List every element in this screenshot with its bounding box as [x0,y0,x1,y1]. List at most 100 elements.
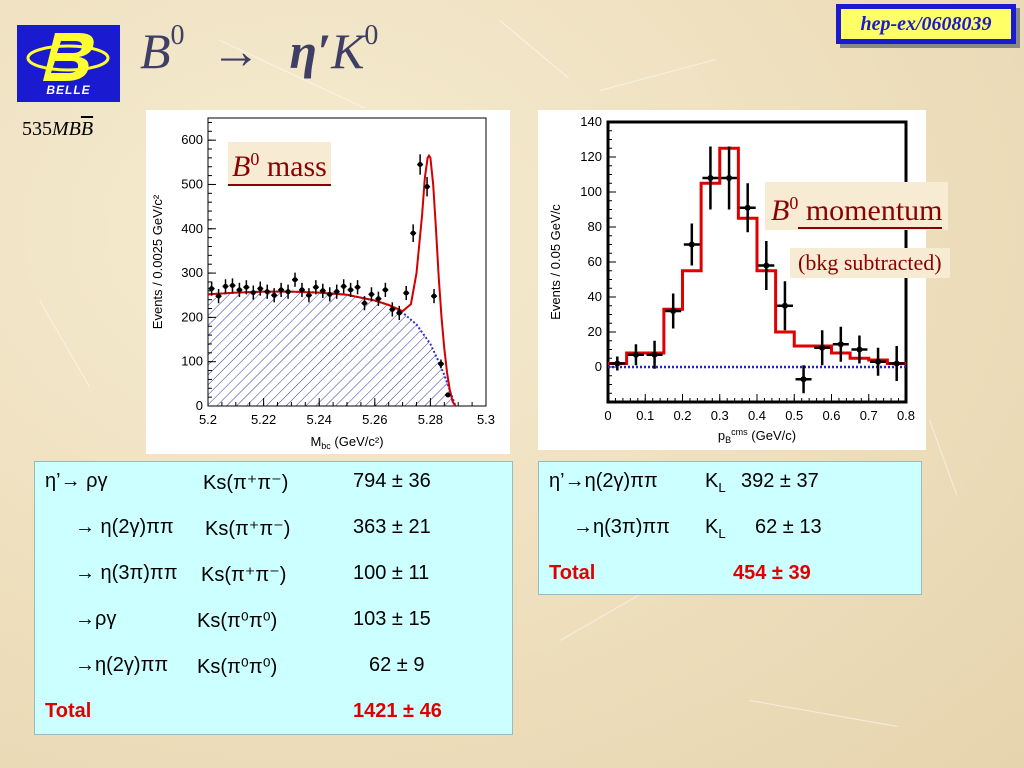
data-point [229,282,235,288]
title-b-sup: 0 [170,20,185,51]
momentum-plot-panel: 0 0.1 0.2 0.3 0.4 0.5 0.6 0.7 0.8 0 20 40 60 80 100 120… [538,110,926,450]
reference-badge: hep-ex/0608039 [836,4,1016,44]
ks-cell: Ks(π⁰π⁰) [197,656,278,678]
kl-sub: L [718,480,726,495]
ks-cell: Ks(π⁰π⁰) [197,610,278,632]
logo-text: BELLE [46,83,91,97]
y-tick-label: 600 [181,132,203,147]
y-tick-label: 140 [580,114,602,129]
mode-cell: → η(3π)ππ [75,562,178,584]
data-point [299,287,305,293]
total-fit-line [207,153,457,407]
luminosity-mb: MB [52,118,81,140]
luminosity-number: 535 [22,118,52,140]
data-point [726,175,733,181]
mode-cell: η’→ ργ [45,470,108,492]
data-point [320,288,326,294]
mode-cell: →η(2γ)ππ [75,654,169,676]
data-point [327,291,333,297]
background-hatch-area [208,291,456,406]
data-point [445,392,451,398]
data-point [438,361,444,367]
y-tick-label: 400 [181,221,203,236]
momentum-label: B0 momentum [765,182,949,230]
data-point [264,289,270,295]
table-row: → η(2γ)ππ Ks(π⁺π⁻) 363 ± 21 [35,516,512,548]
data-point [257,286,263,292]
data-point [800,376,807,383]
title-arrow: → [211,23,262,79]
x-tick-label: 0.7 [860,408,878,423]
luminosity-label: 535MBB [22,118,93,141]
data-point [313,284,319,290]
yield-table-left: η’→ ργ Ks(π⁺π⁻) 794 ± 36 → η(2γ)ππ Ks(π⁺… [34,461,513,735]
ks-cell: Ks(π⁺π⁻) [203,472,289,494]
y-tick-label: 100 [181,354,203,369]
momentum-plot: 0 0.1 0.2 0.3 0.4 0.5 0.6 0.7 0.8 0 20 40 60 80 100 120… [548,114,915,445]
x-axis-title: Mbc (GeV/c²) [310,434,383,451]
table-row: → η(3π)ππ Ks(π⁺π⁻) 100 ± 11 [35,562,512,594]
data-point [837,341,844,348]
x-tick-label: 5.22 [251,412,276,427]
data-point [707,175,714,181]
data-point [403,290,409,296]
data-point [744,204,751,211]
table-total-row: Total 454 ± 39 [539,562,921,594]
mass-label-b: B [232,150,251,183]
x-tick-label: 5.3 [477,412,495,427]
mass-plot: 5.2 5.22 5.24 5.26 5.28 5.3 0 100 200 300 400 500 60… [150,117,495,451]
mass-label: B0 mass [228,142,331,186]
x-tick-label: 0 [604,408,611,423]
yield-cell: 103 ± 15 [353,608,431,630]
mass-plot-panel: 5.2 5.22 5.24 5.26 5.28 5.3 0 100 200 300 400 500 60… [146,110,510,454]
data-point [651,351,658,358]
kl-letter: K [705,470,719,492]
y-tick-label: 0 [196,398,203,413]
x-tick-label: 5.2 [199,412,217,427]
y-tick-label: 300 [181,265,203,280]
title-eta: η′ [289,23,332,79]
table-row: →η(2γ)ππ Ks(π⁰π⁰) 62 ± 9 [35,654,512,686]
y-tick-label: 40 [588,289,602,304]
data-point [410,230,416,236]
kl-cell: KL [705,470,726,495]
momentum-label-sup: 0 [789,193,799,213]
mode-cell: η’→η(2γ)ππ [549,470,658,492]
total-value: 1421 ± 46 [353,700,442,722]
data-point [417,162,423,168]
data-point [614,360,621,367]
title-k-sup: 0 [364,20,379,51]
y-tick-label: 100 [580,184,602,199]
kl-cell: KL [705,516,726,541]
y-axis-title: Events / 0.0025 GeV/c² [150,194,165,329]
x-tick-label: 0.1 [636,408,654,423]
data-point [819,344,826,351]
data-point [334,289,340,295]
title-k: K [331,23,365,79]
kl-sub: L [718,526,726,541]
momentum-label-text: momentum [798,194,943,229]
data-point [875,358,882,365]
x-tick-label: 5.26 [362,412,387,427]
data-point [278,287,284,293]
yield-cell: 363 ± 21 [353,516,431,538]
data-point [763,262,770,269]
table-total-row: Total 1421 ± 46 [35,700,512,732]
data-point [209,286,215,292]
y-axis-title: Events / 0.05 GeV/c [548,204,563,320]
momentum-sublabel: (bkg subtracted) [790,248,950,278]
yield-cell: 62 ± 13 [755,516,822,538]
data-point [362,300,368,306]
data-point [250,290,256,296]
data-point [375,296,381,302]
mode-cell: →ργ [75,608,117,630]
page-title: B0 → η′K0 [140,20,379,80]
data-point [781,302,788,309]
data-point [389,306,395,312]
momentum-label-b: B [771,194,790,227]
mass-label-sup: 0 [250,149,260,169]
x-tick-label: 5.28 [418,412,443,427]
title-b: B [140,23,171,79]
x-tick-label: 0.5 [785,408,803,423]
data-point [368,291,374,297]
